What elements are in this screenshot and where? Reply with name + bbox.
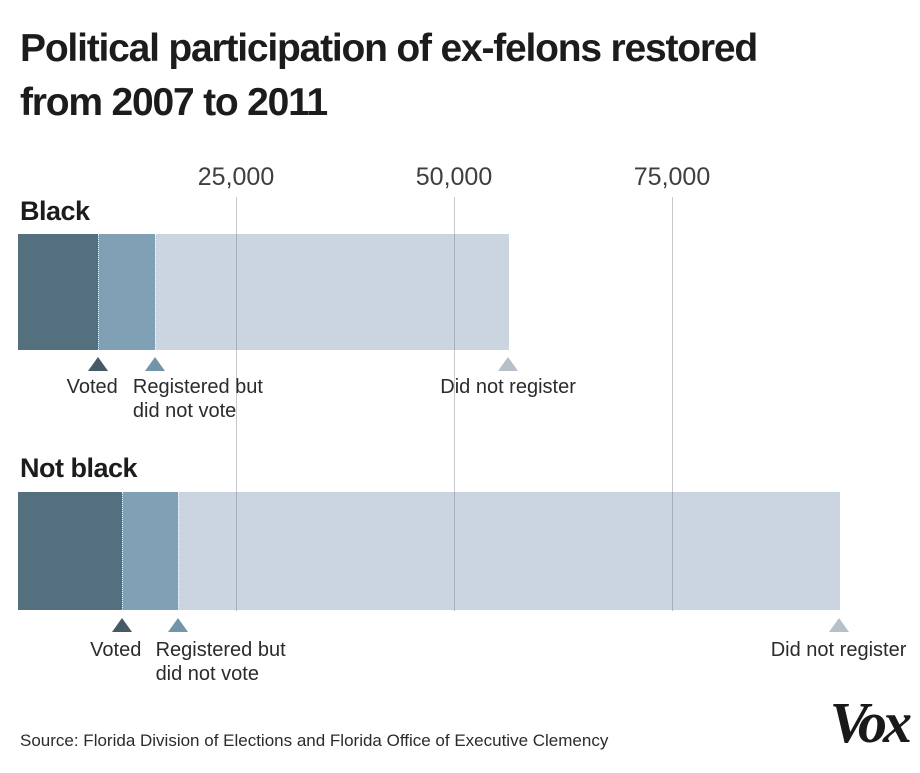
x-gridline [672,197,673,611]
annotation-label-line: Registered but [132,376,263,398]
annotation-label: Voted [90,638,141,662]
bar-segment [98,234,156,350]
annotation-label: Registered but did not vote [156,638,286,686]
marker-triangle-icon [88,357,109,371]
chart-title-line1: Political participation of ex-felons res… [20,27,758,70]
bar-segment [18,234,99,350]
bar-segment [18,492,122,610]
annotation-label: Registered but did not vote [133,375,263,423]
marker-triangle-icon [167,618,188,632]
bar-segment [121,492,179,610]
annotation-label: Did not register [771,638,907,662]
annotation-label-line: Did not register [440,376,576,398]
chart-title-line2: from 2007 to 2011 [20,81,328,124]
x-axis-tick-label: 25,000 [197,163,275,191]
annotation-label-line: Registered but [155,639,286,661]
annotation-label: Voted [67,375,118,399]
x-gridline [454,197,455,611]
source-credit: Source: Florida Division of Elections an… [20,731,609,750]
annotation-label-line: Voted [66,376,118,398]
annotation-label-line: did not vote [155,663,259,685]
x-gridline [236,197,237,611]
annotation-label: Did not register [440,375,576,399]
vox-logo: Vox [829,690,912,755]
marker-triangle-icon [828,618,849,632]
x-axis-tick-label: 75,000 [633,163,711,191]
annotation-label-line: did not vote [132,400,237,422]
annotation-label-line: Did not register [770,639,907,661]
category-label: Black [20,196,90,226]
marker-triangle-icon [144,357,165,371]
x-axis-tick-label: 50,000 [415,163,493,191]
annotation-label-line: Voted [90,639,142,661]
marker-triangle-icon [498,357,519,371]
chart-title: Political participation of ex-felons res… [20,22,910,130]
bar-segment [154,234,510,350]
bar-segment [177,492,840,610]
marker-triangle-icon [111,618,132,632]
category-label: Not black [20,453,138,483]
